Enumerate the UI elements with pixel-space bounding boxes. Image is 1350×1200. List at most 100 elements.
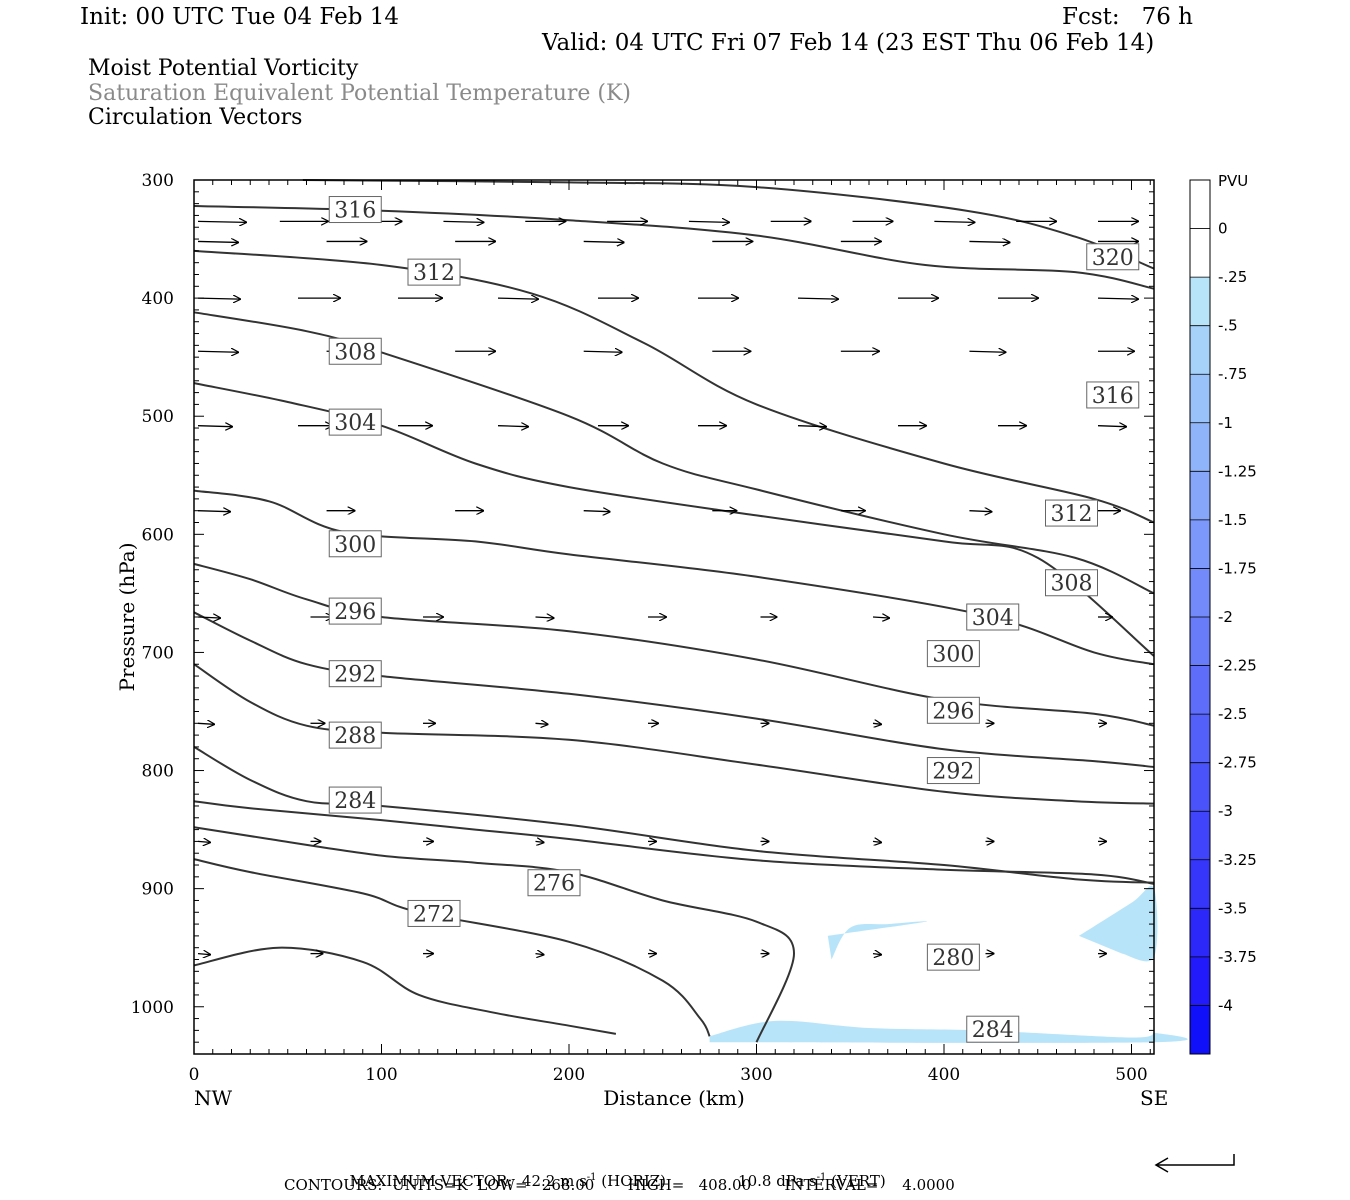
- circulation-vector: [197, 426, 232, 427]
- circulation-vector: [583, 511, 610, 512]
- circulation-vector: [872, 841, 881, 842]
- colorbar-swatch: [1190, 277, 1210, 326]
- colorbar-swatch: [1190, 325, 1210, 375]
- circulation-vector: [1097, 426, 1126, 427]
- colorbar-swatch: [1190, 714, 1210, 763]
- colorbar-label: 0: [1218, 220, 1228, 238]
- contour-276: [193, 826, 796, 1043]
- circulation-vector: [197, 723, 214, 724]
- circulation-vector: [197, 241, 238, 242]
- colorbar-swatch: [1190, 180, 1210, 229]
- field-label-mpv: Moist Potential Vorticity: [88, 56, 359, 81]
- circulation-vector: [969, 351, 1005, 352]
- contour-280: [193, 800, 1155, 885]
- contour-label-box: [328, 530, 382, 558]
- colorbar-label: -1.75: [1218, 559, 1257, 577]
- colorbar-label: -.5: [1218, 317, 1238, 335]
- reference-vector-icon: [1154, 1154, 1235, 1173]
- y-tick-label: 600: [142, 525, 174, 545]
- contour-320: [302, 179, 1155, 270]
- colorbar-label: -2: [1218, 608, 1233, 626]
- contour-label-box: [926, 943, 980, 971]
- colorbar-label: -2.25: [1218, 657, 1257, 675]
- circulation-vector: [872, 954, 881, 955]
- contour-label: 292: [932, 760, 974, 785]
- colorbar-swatch: [1190, 1005, 1210, 1054]
- contour-label-box: [328, 597, 382, 625]
- colorbar-label: -3.25: [1218, 851, 1257, 869]
- contour-label: 296: [334, 600, 376, 625]
- contour-label-box: [926, 696, 980, 724]
- contour-296: [193, 562, 1155, 727]
- circulation-vector: [535, 723, 548, 724]
- contour-300: [193, 489, 1155, 666]
- max-vector-horiz-unit: (HORIZ): [596, 1172, 667, 1190]
- init-time: Init: 00 UTC Tue 04 Feb 14: [80, 4, 400, 30]
- max-vector-vert-unit: (VERT): [826, 1172, 886, 1190]
- x-axis-title: Distance (km): [603, 1086, 745, 1110]
- contour-label: 304: [972, 606, 1014, 631]
- contour-label: 316: [1092, 384, 1134, 409]
- x-tick-label: 300: [740, 1065, 772, 1085]
- contour-label: 312: [1051, 502, 1093, 527]
- x-tick-label: 0: [189, 1065, 200, 1085]
- colorbar-swatch: [1190, 422, 1210, 472]
- circulation-vector: [797, 426, 826, 427]
- contour-label-box: [966, 1015, 1020, 1043]
- circulation-vector: [197, 954, 210, 955]
- circulation-vector: [797, 298, 838, 299]
- colorbar-label: -1.5: [1218, 511, 1247, 529]
- contour-label-box: [1086, 381, 1140, 409]
- colorbar-swatch: [1190, 811, 1210, 860]
- contour-288: [193, 663, 1155, 805]
- contour-label-box: [966, 603, 1020, 631]
- x-tick-label: 100: [365, 1065, 397, 1085]
- contour-label-box: [328, 337, 382, 365]
- colorbar-unit: PVU: [1218, 172, 1248, 190]
- contour-label-box: [328, 196, 382, 224]
- contour-label: 296: [932, 699, 974, 724]
- contour-info-line: CONTOURS: UNITS=K LOW= 268.00 HIGH= 408.…: [284, 1176, 955, 1194]
- x-end-label-left: NW: [194, 1086, 233, 1110]
- circulation-vector: [872, 617, 889, 618]
- axis-layer: 300 400 500 600 700 800 900 1000 0 100 200 300 400 50…: [131, 171, 1154, 1085]
- contour-label: 304: [334, 411, 376, 436]
- colorbar-label: -4: [1218, 996, 1233, 1014]
- contour-label-box: [328, 721, 382, 749]
- y-tick-label: 700: [142, 643, 174, 663]
- y-tick-label: 900: [142, 880, 174, 900]
- contour-label-layer: 316 312 308 304 300 296 292 288 284 276 272 320 316 3…: [328, 196, 1140, 1043]
- circulation-vector: [969, 241, 1009, 242]
- contour-label: 284: [334, 789, 376, 814]
- y-tick-label: 800: [142, 762, 174, 782]
- contour-label: 272: [413, 902, 455, 927]
- contour-label: 316: [334, 199, 376, 224]
- circulation-vector: [197, 298, 240, 299]
- colorbar-swatch: [1190, 519, 1210, 569]
- colorbar-label: -2.75: [1218, 754, 1257, 772]
- circulation-vector: [969, 511, 991, 512]
- contour-label: 300: [932, 643, 974, 668]
- colorbar-swatch: [1190, 228, 1210, 278]
- vert-exponent: -1: [816, 1172, 827, 1183]
- colorbar-label: -.25: [1218, 268, 1247, 286]
- colorbar-label: -1.25: [1218, 462, 1257, 480]
- colorbar: PVU 0 -.25 -.5 -.75 -1 -1.25 -1.5 -1.75 -2 -2.25 -2…: [1189, 172, 1257, 1055]
- colorbar-swatch: [1190, 956, 1210, 1006]
- circulation-vector: [197, 511, 230, 512]
- colorbar-label: -2.5: [1218, 705, 1247, 723]
- contour-284: [193, 746, 1155, 884]
- circulation-vector: [934, 221, 974, 222]
- x-tick-label: 400: [928, 1065, 960, 1085]
- colorbar-swatch: [1190, 859, 1210, 909]
- contour-label: 300: [334, 533, 376, 558]
- horiz-exponent: -1: [586, 1172, 597, 1183]
- colorbar-swatch: [1190, 617, 1210, 666]
- colorbar-label: -.75: [1218, 365, 1247, 383]
- contour-312: [193, 249, 1155, 524]
- y-axis-title: Pressure (hPa): [115, 543, 139, 692]
- contour-268: [193, 946, 617, 1035]
- contour-label-box: [407, 258, 461, 286]
- circulation-vector: [497, 298, 538, 299]
